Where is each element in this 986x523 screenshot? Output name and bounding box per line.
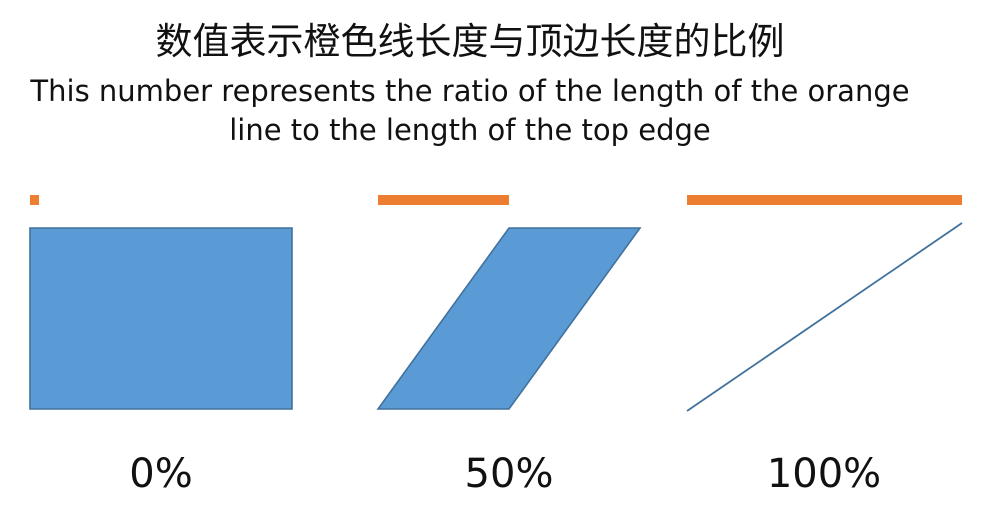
shape-50-percent: [376, 227, 642, 410]
orange-line-0-percent: [30, 195, 39, 205]
orange-line-50-percent: [378, 195, 509, 205]
subtitle-line-2: line to the length of the top edge: [229, 113, 711, 147]
orange-line-100-percent: [687, 195, 962, 205]
label-0-percent: 0%: [129, 451, 193, 497]
title: 数值表示橙色线长度与顶边长度的比例: [155, 20, 785, 63]
label-100-percent: 100%: [766, 451, 882, 497]
label-50-percent: 50%: [464, 451, 554, 497]
shape-0-percent: [29, 227, 293, 410]
shape-100-percent: [686, 222, 963, 412]
subtitle-line-1: This number represents the ratio of the …: [30, 74, 910, 108]
subtitle: This number represents the ratio of the …: [0, 72, 940, 150]
